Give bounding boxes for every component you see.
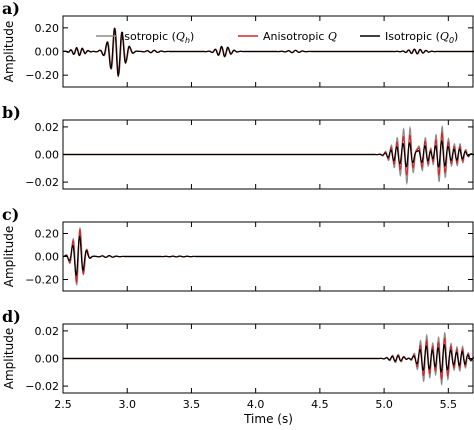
y-tick-label: 0.00: [35, 353, 60, 366]
trace-line-3: [62, 27, 474, 78]
y-tick-label: 0.02: [35, 325, 60, 338]
legend-entry: Isotropic (Qh): [96, 30, 194, 45]
y-axis-title: Amplitude: [2, 328, 16, 390]
panel-letter: b): [2, 103, 21, 122]
x-axis-title: Time (s): [243, 412, 293, 426]
y-tick-label: −0.02: [25, 176, 59, 189]
legend-label: Anisotropic Q: [263, 30, 337, 43]
legend: Isotropic (Qh) Anisotropic Q Isotropic (Q0…: [96, 30, 458, 45]
panel-letter: a): [2, 0, 20, 18]
x-tick-label: 5.0: [375, 398, 393, 411]
x-tick-label: 5.5: [440, 398, 458, 411]
y-tick-label: 0.20: [35, 22, 60, 35]
x-tick-label: 2.5: [54, 398, 72, 411]
y-tick-label: 0.02: [35, 121, 60, 134]
y-tick-label: 0.00: [35, 149, 60, 162]
trace-line-3: [63, 343, 474, 374]
y-axis-title: Amplitude: [2, 226, 16, 288]
y-tick-label: −0.20: [25, 274, 59, 287]
y-tick-label: 0.20: [35, 228, 60, 241]
x-tick-label: 4.5: [311, 398, 329, 411]
y-tick-label: −0.20: [25, 69, 59, 82]
y-axis-title: Amplitude: [2, 21, 16, 83]
x-tick-label: 3.5: [183, 398, 201, 411]
trace-line-3: [63, 139, 474, 168]
panel-a: −0.20 0.00 0.20 a) Amplitude: [2, 0, 474, 88]
y-tick-label: −0.02: [25, 380, 59, 393]
x-tick-label: 4.0: [247, 398, 265, 411]
legend-label: Isotropic (Qh): [121, 30, 194, 45]
x-tick-label: 3.0: [118, 398, 136, 411]
trace-line-3: [62, 235, 474, 277]
legend-entry: Isotropic (Q0): [360, 30, 458, 45]
panel-c: −0.20 0.00 0.20 c) Amplitude: [2, 205, 474, 292]
legend-entry: Anisotropic Q: [238, 30, 337, 43]
panel-d: −0.02 0.00 0.02 d) Amplitude: [2, 307, 474, 394]
y-tick-label: 0.00: [35, 46, 60, 59]
y-tick-label: 0.00: [35, 251, 60, 264]
panels-layer: −0.200.000.20a)Amplitude−0.020.000.02b)−…: [2, 0, 474, 394]
panel-letter: d): [2, 307, 21, 326]
panel-b: −0.02 0.00 0.02 b): [2, 103, 474, 190]
panel-letter: c): [2, 205, 19, 224]
legend-label: Isotropic (Q0): [385, 30, 458, 45]
